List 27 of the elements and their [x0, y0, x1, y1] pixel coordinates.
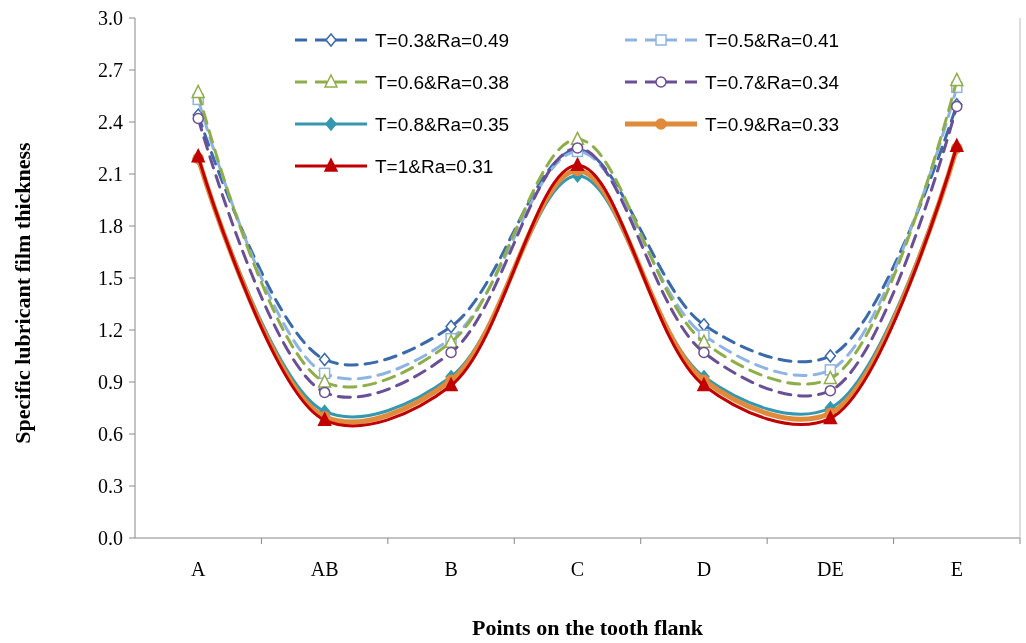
y-tick-label: 2.4 — [98, 111, 123, 133]
y-tick-label: 1.5 — [98, 267, 123, 289]
x-tick-label: AB — [310, 558, 339, 580]
y-tick-label: 0.0 — [98, 527, 123, 549]
y-tick-label: 0.9 — [98, 371, 123, 393]
x-tick-label: E — [950, 558, 963, 580]
legend-label: T=0.8&Ra=0.35 — [375, 113, 510, 135]
x-tick-label: C — [570, 558, 585, 580]
x-tick-label: B — [444, 558, 458, 580]
y-tick-label: 2.1 — [98, 163, 123, 185]
x-tick-label: DE — [817, 558, 844, 580]
y-tick-label: 1.2 — [98, 319, 123, 341]
y-tick-label: 0.3 — [98, 475, 123, 497]
y-tick-label: 0.6 — [98, 423, 123, 445]
legend-label: T=1&Ra=0.31 — [375, 155, 494, 177]
legend-label: T=0.5&Ra=0.41 — [705, 29, 840, 51]
legend-label: T=0.6&Ra=0.38 — [375, 71, 510, 93]
y-axis-title: Specific lubricant film thickness — [10, 141, 35, 444]
y-tick-label: 1.8 — [98, 215, 123, 237]
x-tick-label: D — [696, 558, 712, 580]
x-tick-label: A — [190, 558, 206, 580]
legend-label: T=0.3&Ra=0.49 — [375, 29, 510, 51]
x-axis-title: Points on the tooth flank — [471, 615, 704, 640]
legend-label: T=0.7&Ra=0.34 — [705, 71, 840, 93]
y-tick-label: 2.7 — [98, 59, 123, 81]
legend-label: T=0.9&Ra=0.33 — [705, 113, 840, 135]
y-tick-label: 3.0 — [98, 7, 123, 29]
